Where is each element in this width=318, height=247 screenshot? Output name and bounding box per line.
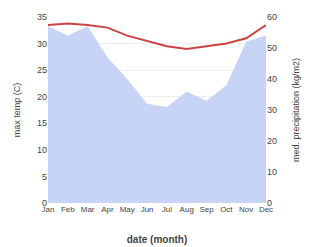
svg-text:Oct: Oct — [220, 205, 233, 214]
svg-text:0: 0 — [42, 198, 47, 208]
svg-text:Dec: Dec — [259, 205, 273, 214]
svg-text:40: 40 — [267, 74, 277, 84]
svg-text:20: 20 — [267, 136, 277, 146]
svg-text:Aug: Aug — [180, 205, 194, 214]
svg-text:60: 60 — [267, 12, 277, 22]
svg-text:Feb: Feb — [61, 205, 75, 214]
svg-text:May: May — [120, 205, 135, 214]
svg-text:30: 30 — [267, 105, 277, 115]
svg-text:date (month): date (month) — [127, 234, 188, 245]
svg-text:Sep: Sep — [199, 205, 214, 214]
svg-text:50: 50 — [267, 43, 277, 53]
svg-text:5: 5 — [42, 172, 47, 182]
svg-text:Jan: Jan — [42, 205, 55, 214]
svg-text:10: 10 — [267, 167, 277, 177]
svg-text:Apr: Apr — [101, 205, 114, 214]
svg-text:10: 10 — [37, 145, 47, 155]
svg-text:Jun: Jun — [141, 205, 154, 214]
svg-text:25: 25 — [37, 65, 47, 75]
svg-text:med. precipitation (kg/m2): med. precipitation (kg/m2) — [291, 58, 301, 162]
svg-text:0: 0 — [267, 198, 272, 208]
svg-text:20: 20 — [37, 92, 47, 102]
svg-text:35: 35 — [37, 12, 47, 22]
svg-text:Jul: Jul — [162, 205, 172, 214]
svg-text:15: 15 — [37, 118, 47, 128]
svg-text:max temp (C): max temp (C) — [12, 83, 22, 138]
svg-text:Mar: Mar — [81, 205, 95, 214]
svg-text:30: 30 — [37, 39, 47, 49]
svg-text:Nov: Nov — [239, 205, 253, 214]
